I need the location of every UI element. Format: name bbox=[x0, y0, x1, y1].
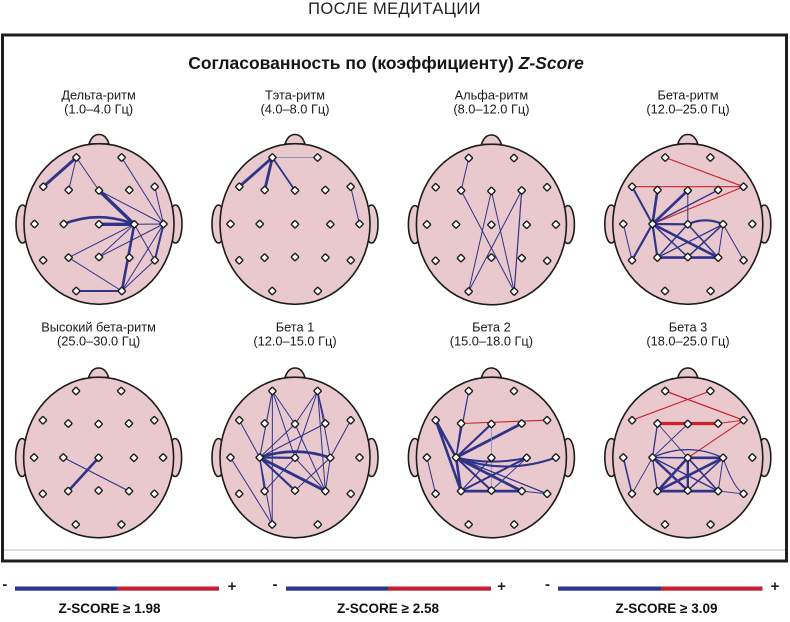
svg-text:Z-SCORE ≥ 1.98: Z-SCORE ≥ 1.98 bbox=[59, 601, 161, 616]
svg-text:Бета 3: Бета 3 bbox=[669, 320, 708, 335]
svg-text:+: + bbox=[771, 578, 780, 595]
svg-text:+: + bbox=[497, 578, 506, 595]
svg-text:Бета 1: Бета 1 bbox=[276, 320, 315, 335]
svg-text:(18.0–25.0 Гц): (18.0–25.0 Гц) bbox=[646, 334, 729, 349]
svg-text:-: - bbox=[2, 576, 7, 593]
svg-text:(12.0–25.0 Гц): (12.0–25.0 Гц) bbox=[646, 102, 729, 117]
svg-text:Z-SCORE ≥ 2.58: Z-SCORE ≥ 2.58 bbox=[337, 601, 439, 616]
svg-text:-: - bbox=[273, 576, 278, 593]
svg-text:Z-SCORE ≥ 3.09: Z-SCORE ≥ 3.09 bbox=[616, 601, 718, 616]
svg-text:Дельта-ритм: Дельта-ритм bbox=[61, 88, 136, 103]
svg-text:Бета 2: Бета 2 bbox=[472, 320, 511, 335]
svg-text:(12.0–15.0 Гц): (12.0–15.0 Гц) bbox=[253, 334, 336, 349]
svg-text:-: - bbox=[545, 576, 550, 593]
svg-text:Тэта-ритм: Тэта-ритм bbox=[265, 88, 325, 103]
svg-text:Альфа-ритм: Альфа-ритм bbox=[455, 88, 529, 103]
svg-text:(1.0–4.0 Гц): (1.0–4.0 Гц) bbox=[64, 102, 133, 117]
svg-text:(15.0–18.0 Гц): (15.0–18.0 Гц) bbox=[450, 334, 533, 349]
svg-text:Бета-ритм: Бета-ритм bbox=[657, 88, 718, 103]
svg-text:(4.0–8.0 Гц): (4.0–8.0 Гц) bbox=[260, 102, 329, 117]
svg-text:(8.0–12.0 Гц): (8.0–12.0 Гц) bbox=[453, 102, 529, 117]
svg-text:+: + bbox=[228, 578, 237, 595]
svg-text:Согласованность по (коэффициен: Согласованность по (коэффициенту) Z-Scor… bbox=[188, 53, 584, 73]
svg-text:Высокий бета-ритм: Высокий бета-ритм bbox=[41, 320, 156, 335]
svg-text:ПОСЛЕ МЕДИТАЦИИ: ПОСЛЕ МЕДИТАЦИИ bbox=[308, 0, 481, 18]
svg-text:(25.0–30.0 Гц): (25.0–30.0 Гц) bbox=[57, 334, 140, 349]
